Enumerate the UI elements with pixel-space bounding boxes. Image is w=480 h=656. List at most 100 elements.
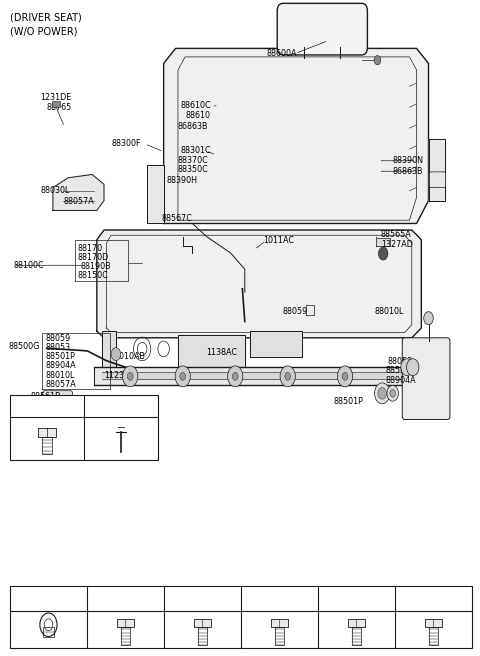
Circle shape	[342, 373, 348, 380]
Polygon shape	[53, 174, 104, 211]
Polygon shape	[147, 165, 164, 224]
Circle shape	[228, 366, 243, 387]
Text: 86863B: 86863B	[393, 167, 423, 176]
Text: 88053: 88053	[45, 343, 71, 352]
Text: 88170D: 88170D	[78, 253, 109, 262]
Text: 88904A: 88904A	[385, 376, 416, 385]
Bar	[429, 627, 438, 645]
Bar	[52, 100, 60, 107]
Polygon shape	[250, 331, 302, 358]
Bar	[194, 619, 211, 627]
Circle shape	[232, 373, 238, 380]
Circle shape	[378, 388, 386, 400]
FancyBboxPatch shape	[277, 3, 367, 55]
Text: 88190B: 88190B	[80, 262, 111, 271]
Circle shape	[378, 247, 388, 260]
Text: 88765: 88765	[47, 103, 72, 112]
Circle shape	[337, 366, 353, 387]
Circle shape	[180, 373, 186, 380]
Text: 88301C: 88301C	[180, 146, 211, 155]
Text: 88390H: 88390H	[166, 176, 197, 185]
Text: 88567C: 88567C	[161, 215, 192, 224]
Text: 88057A: 88057A	[63, 197, 94, 206]
Text: 88370C: 88370C	[178, 155, 209, 165]
Circle shape	[285, 373, 290, 380]
Text: 1327AD: 1327AD	[381, 240, 413, 249]
Text: 88059: 88059	[283, 306, 308, 316]
Text: 1243BC: 1243BC	[108, 594, 143, 603]
Text: 1231DE: 1231DE	[40, 93, 72, 102]
Bar	[271, 619, 288, 627]
Text: 88300F: 88300F	[111, 139, 141, 148]
Circle shape	[401, 359, 413, 376]
Text: 88500G: 88500G	[9, 342, 40, 351]
Text: 1011AC: 1011AC	[263, 236, 294, 245]
Polygon shape	[178, 335, 245, 367]
Bar	[121, 627, 130, 645]
Bar	[38, 428, 56, 438]
Text: 00824: 00824	[107, 401, 135, 411]
Polygon shape	[102, 331, 116, 367]
Bar	[117, 619, 134, 627]
Polygon shape	[102, 373, 409, 379]
Bar	[43, 627, 54, 636]
Text: 1017CB: 1017CB	[339, 594, 373, 603]
Circle shape	[127, 373, 133, 380]
Text: 88561B: 88561B	[30, 392, 60, 401]
Text: 88565A: 88565A	[381, 230, 411, 239]
Text: 88610C: 88610C	[180, 102, 211, 110]
Text: 88390N: 88390N	[393, 156, 424, 165]
Bar	[425, 619, 442, 627]
Text: 11291: 11291	[266, 594, 293, 603]
Text: 88183B: 88183B	[32, 594, 65, 603]
FancyBboxPatch shape	[42, 391, 72, 415]
Circle shape	[374, 56, 381, 65]
Circle shape	[374, 383, 390, 404]
Circle shape	[175, 366, 191, 387]
Bar	[352, 627, 361, 645]
Text: 88030L: 88030L	[40, 186, 70, 195]
Text: 1010AB: 1010AB	[115, 352, 145, 361]
Bar	[348, 619, 365, 627]
Text: 1138AC: 1138AC	[206, 348, 238, 358]
Text: 88170: 88170	[78, 244, 103, 253]
Text: 88010L: 88010L	[374, 306, 404, 316]
Text: 88904A: 88904A	[45, 361, 76, 371]
Circle shape	[111, 348, 120, 361]
Text: 88059: 88059	[45, 334, 71, 343]
Bar	[42, 438, 52, 455]
Circle shape	[390, 390, 396, 398]
Text: 88501P: 88501P	[385, 366, 415, 375]
Circle shape	[122, 366, 138, 387]
Polygon shape	[164, 49, 429, 224]
Text: 11234: 11234	[104, 371, 129, 380]
Text: 88150C: 88150C	[78, 271, 108, 280]
Text: (DRIVER SEAT): (DRIVER SEAT)	[10, 12, 82, 22]
Circle shape	[76, 398, 87, 413]
Text: 88350C: 88350C	[178, 165, 209, 174]
Text: 88100C: 88100C	[13, 261, 44, 270]
Text: 88610: 88610	[185, 112, 210, 120]
Polygon shape	[376, 238, 390, 247]
Text: 88600A: 88600A	[266, 49, 297, 58]
Circle shape	[280, 366, 295, 387]
Circle shape	[387, 386, 398, 401]
Polygon shape	[97, 230, 421, 338]
Polygon shape	[429, 138, 445, 201]
Text: 86863B: 86863B	[178, 122, 208, 131]
Bar	[275, 627, 284, 645]
Text: 88501P: 88501P	[45, 352, 75, 361]
Text: 1249BA: 1249BA	[417, 594, 450, 603]
FancyBboxPatch shape	[402, 338, 450, 419]
Text: 88053: 88053	[388, 357, 413, 366]
Polygon shape	[95, 367, 417, 386]
Bar	[198, 627, 207, 645]
Text: 88057A: 88057A	[45, 380, 76, 388]
Circle shape	[407, 359, 419, 376]
FancyBboxPatch shape	[430, 172, 446, 188]
Text: 88010L: 88010L	[45, 371, 75, 380]
Circle shape	[424, 312, 433, 325]
Text: (W/O POWER): (W/O POWER)	[10, 27, 77, 37]
Bar	[10, 586, 472, 648]
Text: 88501P: 88501P	[333, 397, 363, 405]
